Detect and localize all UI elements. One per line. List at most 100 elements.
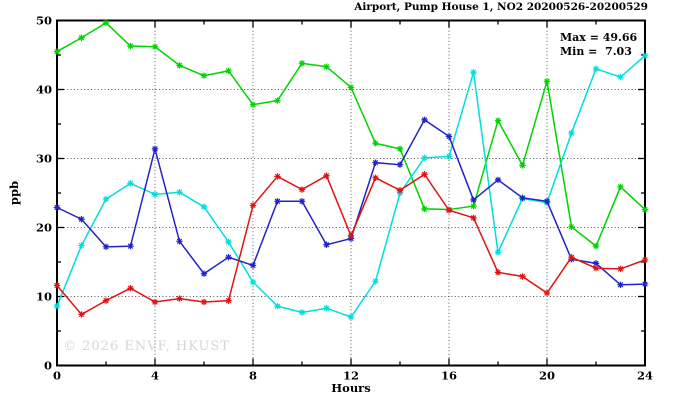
series-green-marker [470, 202, 477, 210]
series-cyan-marker [200, 203, 208, 210]
series-red-marker [249, 202, 257, 209]
series-green-marker [274, 97, 281, 104]
min-value-label: Min = 7.03 [560, 45, 632, 58]
series-red-marker [347, 232, 355, 239]
series-cyan-marker [225, 238, 232, 246]
series-cyan-marker [617, 73, 624, 81]
series-blue-marker [617, 281, 624, 288]
series-cyan-marker [323, 305, 330, 312]
x-tick-label: 0 [53, 369, 61, 383]
series-red-marker [78, 311, 85, 318]
series-green-marker [127, 42, 134, 50]
series-blue-marker [78, 216, 85, 223]
series-blue-marker [445, 133, 453, 140]
series-red-marker [176, 295, 183, 302]
series-blue-marker [543, 198, 551, 205]
x-tick-label: 20 [539, 369, 555, 383]
series-green-marker [200, 72, 208, 79]
series-cyan-marker [53, 302, 61, 310]
series-red-marker [519, 273, 526, 280]
series-blue-marker [298, 198, 306, 205]
series-red-marker [470, 214, 477, 222]
series-green-line [56, 21, 646, 248]
series-blue-marker [323, 241, 330, 248]
series-blue-marker [151, 145, 159, 153]
watermark: © 2026 ENVF, HKUST [63, 339, 230, 354]
series-red-marker [53, 282, 61, 289]
y-tick-label: 40 [36, 83, 52, 97]
series-cyan-marker [470, 69, 477, 76]
series-cyan-marker [347, 313, 355, 321]
series-red-marker [298, 186, 306, 193]
series-green-marker [151, 43, 159, 50]
series-green-marker [641, 206, 649, 213]
series-blue-marker [592, 260, 600, 267]
series-red-marker [200, 298, 208, 306]
series-green-marker [592, 242, 600, 250]
series-green-marker [323, 63, 330, 70]
x-tick-label: 8 [249, 369, 257, 383]
series-blue-marker [249, 262, 257, 269]
series-cyan-marker [249, 278, 257, 286]
series-cyan-marker [372, 278, 379, 285]
series-green-marker [78, 34, 85, 41]
series-blue-marker [372, 159, 379, 166]
max-min-annotation: Max = 49.66 Min = 7.03 [560, 31, 637, 59]
series-green-marker [372, 140, 379, 147]
series-blue-marker [53, 204, 61, 211]
y-axis-label: ppb [7, 180, 21, 206]
series-cyan-marker [274, 302, 281, 310]
series-green-marker [347, 84, 355, 91]
series-cyan-marker [127, 180, 134, 187]
series-green-marker [53, 48, 61, 55]
series-green-marker [102, 19, 110, 27]
series-cyan-marker [445, 153, 453, 160]
series-blue-marker [396, 161, 404, 168]
series-green-marker [176, 62, 183, 69]
x-tick-label: 12 [343, 369, 359, 383]
x-tick-label: 24 [637, 369, 653, 383]
series-blue-marker [641, 280, 649, 288]
series-red [53, 171, 649, 318]
series-cyan-marker [176, 189, 183, 196]
series-red-marker [102, 297, 110, 304]
series-cyan-marker [78, 242, 85, 249]
series-blue-marker [470, 196, 477, 204]
series-green-marker [249, 101, 257, 108]
series-red-marker [151, 298, 159, 306]
series-cyan-marker [421, 154, 428, 162]
series-red-marker [568, 253, 575, 261]
series-cyan-marker [298, 309, 306, 316]
series-blue-marker [200, 270, 208, 277]
series-green [53, 19, 649, 250]
series-blue-marker [176, 238, 183, 245]
series-red-marker [127, 285, 134, 292]
series-blue-marker [421, 116, 428, 124]
series-green-marker [568, 223, 575, 231]
series-green-marker [298, 60, 306, 67]
series-green-marker [617, 183, 624, 190]
y-tick-label: 50 [36, 14, 52, 28]
series-red-marker [421, 171, 428, 178]
series-green-marker [494, 117, 502, 124]
series-red-marker [641, 256, 649, 264]
series-red-marker [445, 207, 453, 214]
series-red-marker [592, 265, 600, 272]
series-red-marker [543, 289, 551, 297]
series-red-marker [323, 172, 330, 179]
series-red-marker [396, 187, 404, 194]
series-red-marker [617, 265, 624, 273]
chart-title: Airport, Pump House 1, NO2 20200526-2020… [354, 1, 648, 13]
series-red-marker [225, 297, 232, 304]
y-tick-label: 30 [36, 152, 52, 166]
series-red-marker [274, 173, 281, 180]
x-axis-label: Hours [331, 381, 371, 395]
series-green-marker [225, 67, 232, 75]
series-cyan-marker [641, 52, 649, 59]
series-blue-marker [274, 198, 281, 205]
y-tick-label: 10 [36, 290, 52, 304]
series-cyan-marker [568, 129, 575, 137]
series-red-marker [494, 269, 502, 276]
